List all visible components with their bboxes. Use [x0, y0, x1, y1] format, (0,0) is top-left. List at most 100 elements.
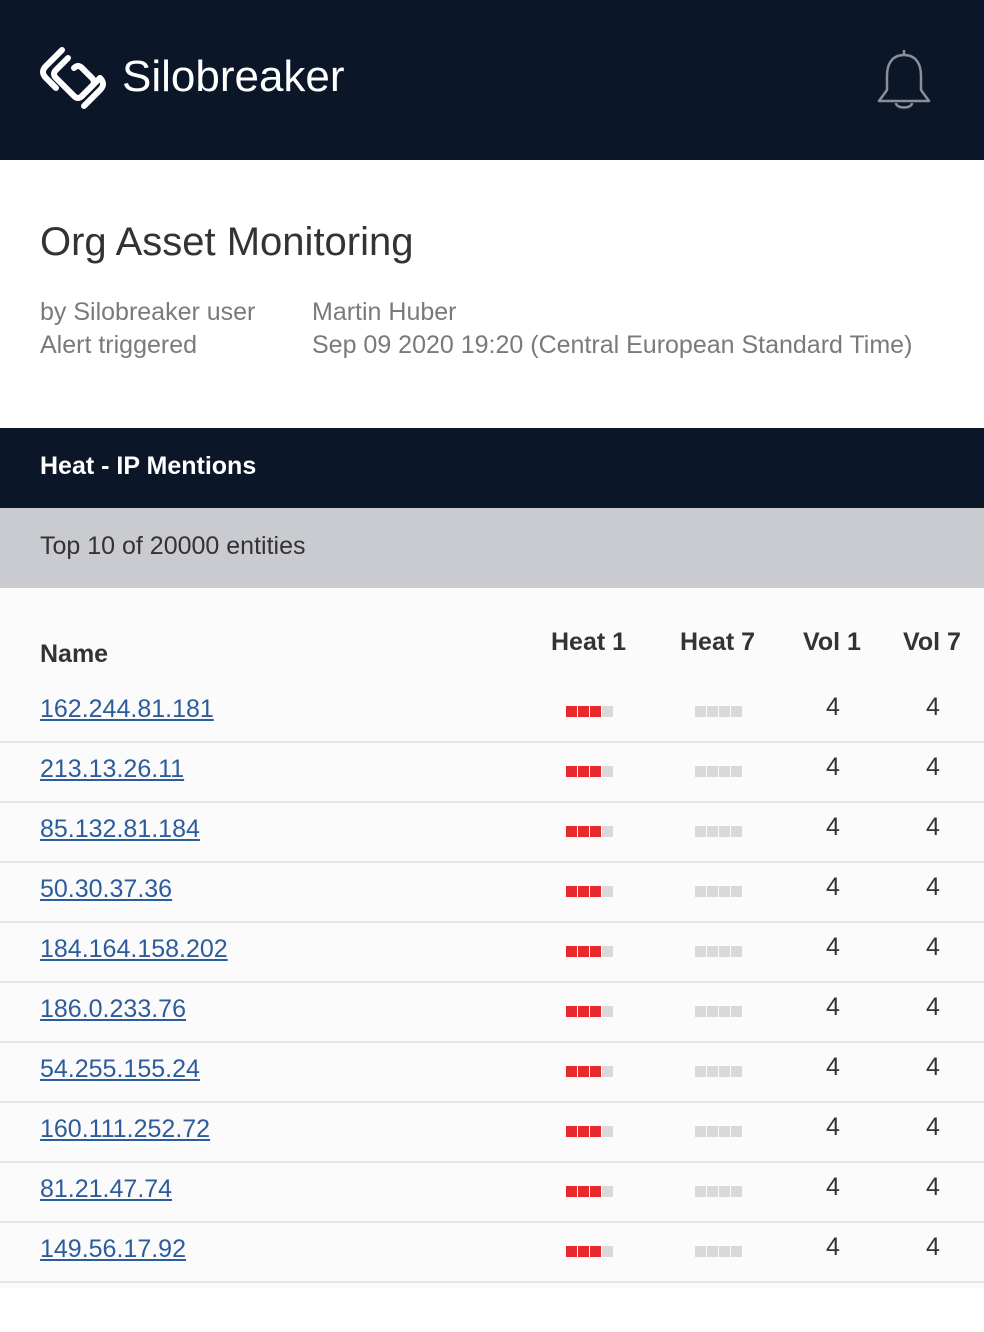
vol-1-value: 4 — [826, 993, 840, 1021]
heat-square-empty — [602, 946, 613, 957]
heat-square-empty — [719, 826, 730, 837]
brand-logo[interactable]: Silobreaker — [38, 44, 345, 112]
heat-square-empty — [707, 1246, 718, 1257]
heat-7-meter — [695, 1006, 742, 1017]
heat-square-empty — [719, 1246, 730, 1257]
heat-square-filled — [566, 946, 577, 957]
section-title: Heat - IP Mentions — [40, 452, 257, 480]
heat-7-meter — [695, 1186, 742, 1197]
vol-1-value: 4 — [826, 753, 840, 781]
heat-square-empty — [707, 886, 718, 897]
heat-square-empty — [602, 1126, 613, 1137]
heat-square-empty — [602, 1006, 613, 1017]
heat-square-filled — [578, 946, 589, 957]
heat-square-empty — [719, 886, 730, 897]
ip-link[interactable]: 184.164.158.202 — [40, 935, 228, 963]
heat-square-filled — [566, 826, 577, 837]
heat-square-filled — [566, 1066, 577, 1077]
heat-square-filled — [566, 766, 577, 777]
ip-link[interactable]: 162.244.81.181 — [40, 695, 214, 723]
vol-1-value: 4 — [826, 1173, 840, 1201]
heat-square-filled — [590, 706, 601, 717]
table-row: 85.132.81.184 4 4 — [0, 803, 984, 863]
vol-1-value: 4 — [826, 693, 840, 721]
ip-link[interactable]: 81.21.47.74 — [40, 1175, 173, 1203]
heat-square-empty — [719, 1126, 730, 1137]
table-row: 149.56.17.92 4 4 — [0, 1223, 984, 1283]
heat-square-empty — [602, 826, 613, 837]
table-row: 160.111.252.72 4 4 — [0, 1103, 984, 1163]
heat-square-empty — [695, 766, 706, 777]
ip-link[interactable]: 186.0.233.76 — [40, 995, 186, 1023]
heat-1-meter — [566, 1246, 613, 1257]
heat-square-filled — [566, 1246, 577, 1257]
created-by-label: by Silobreaker user — [40, 298, 256, 326]
heat-square-empty — [707, 1186, 718, 1197]
heat-square-empty — [731, 1066, 742, 1077]
heat-square-empty — [695, 706, 706, 717]
ip-link[interactable]: 213.13.26.11 — [40, 755, 185, 783]
heat-1-meter — [566, 946, 613, 957]
heat-square-empty — [731, 1246, 742, 1257]
ip-link[interactable]: 54.255.155.24 — [40, 1055, 200, 1083]
heat-square-empty — [719, 946, 730, 957]
silobreaker-logo-icon — [40, 47, 106, 109]
table-row: 54.255.155.24 4 4 — [0, 1043, 984, 1103]
table-row: 50.30.37.36 4 4 — [0, 863, 984, 923]
vol-1-value: 4 — [826, 1233, 840, 1261]
heat-square-filled — [578, 706, 589, 717]
heat-square-empty — [719, 1186, 730, 1197]
heat-square-filled — [578, 1246, 589, 1257]
heat-1-meter — [566, 766, 613, 777]
heat-square-empty — [695, 1006, 706, 1017]
heat-1-meter — [566, 706, 613, 717]
heat-square-filled — [590, 766, 601, 777]
table-row: 184.164.158.202 4 4 — [0, 923, 984, 983]
heat-square-filled — [566, 1006, 577, 1017]
section-subtitle-bar: Top 10 of 20000 entities — [0, 508, 984, 588]
heat-square-filled — [566, 1126, 577, 1137]
heat-7-meter — [695, 1066, 742, 1077]
heat-square-filled — [578, 826, 589, 837]
column-header-vol-7: Vol 7 — [903, 628, 961, 656]
heat-square-filled — [590, 1186, 601, 1197]
vol-7-value: 4 — [926, 813, 940, 841]
heat-square-empty — [731, 886, 742, 897]
heat-square-filled — [578, 766, 589, 777]
vol-1-value: 4 — [826, 1053, 840, 1081]
heat-1-meter — [566, 886, 613, 897]
heat-7-meter — [695, 946, 742, 957]
heat-square-empty — [731, 1186, 742, 1197]
heat-square-empty — [602, 1066, 613, 1077]
bell-icon[interactable] — [874, 46, 934, 112]
ip-link[interactable]: 160.111.252.72 — [40, 1115, 211, 1143]
heat-square-empty — [602, 706, 613, 717]
heat-square-empty — [719, 706, 730, 717]
vol-7-value: 4 — [926, 1173, 940, 1201]
heat-square-filled — [590, 886, 601, 897]
heat-square-empty — [731, 1006, 742, 1017]
ip-link[interactable]: 85.132.81.184 — [40, 815, 200, 843]
table-row: 81.21.47.74 4 4 — [0, 1163, 984, 1223]
heat-square-empty — [602, 1246, 613, 1257]
heat-square-empty — [707, 1066, 718, 1077]
vol-7-value: 4 — [926, 693, 940, 721]
brand-name: Silobreaker — [122, 52, 345, 101]
heat-square-filled — [590, 1066, 601, 1077]
heat-square-empty — [695, 1126, 706, 1137]
ip-link[interactable]: 149.56.17.92 — [40, 1235, 186, 1263]
ip-link[interactable]: 50.30.37.36 — [40, 875, 173, 903]
column-header-vol-1: Vol 1 — [803, 628, 861, 656]
heat-square-empty — [695, 886, 706, 897]
heat-square-empty — [695, 826, 706, 837]
created-by-value: Martin Huber — [312, 298, 457, 326]
heat-square-empty — [707, 946, 718, 957]
entity-table — [0, 588, 984, 1288]
heat-square-filled — [566, 886, 577, 897]
heat-square-empty — [731, 766, 742, 777]
table-row: 213.13.26.11 4 4 — [0, 743, 984, 803]
heat-7-meter — [695, 766, 742, 777]
heat-1-meter — [566, 1186, 613, 1197]
heat-square-filled — [590, 1246, 601, 1257]
heat-square-empty — [719, 1066, 730, 1077]
